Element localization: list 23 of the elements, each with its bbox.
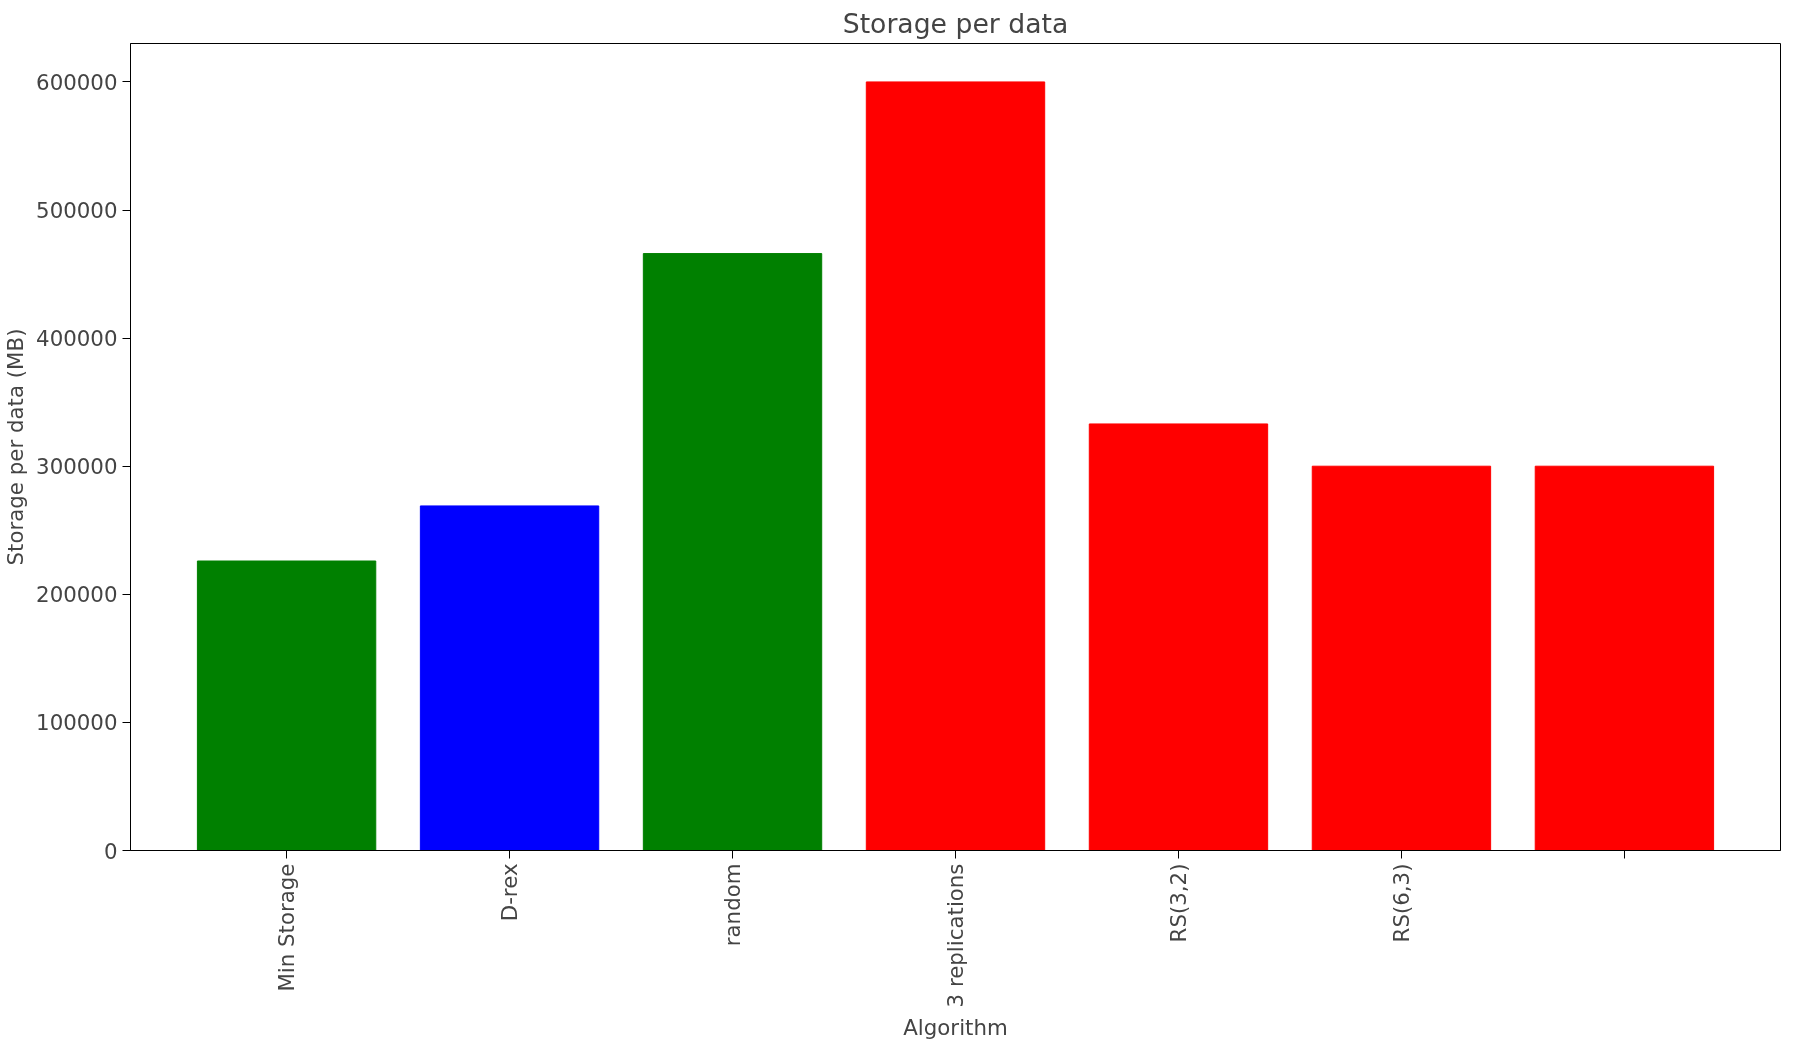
bar — [1088, 423, 1269, 851]
y-tick-label: 0 — [103, 838, 118, 864]
chart-title: Storage per data — [842, 7, 1069, 39]
bar — [419, 505, 600, 851]
x-tick-label: D-rex — [497, 863, 523, 922]
y-axis-title: Storage per data (MB) — [3, 328, 29, 566]
x-tick-label: Min Storage — [274, 863, 300, 992]
bar — [196, 560, 377, 851]
x-tick-label: random — [720, 863, 746, 947]
bar — [865, 81, 1046, 851]
y-tick-label: 600000 — [36, 69, 118, 95]
y-tick-label: 500000 — [36, 198, 118, 224]
y-tick-label: 400000 — [36, 326, 118, 352]
bar — [642, 253, 823, 851]
x-tick-label: RS(6,3) — [1388, 863, 1414, 943]
bar — [1534, 465, 1715, 851]
y-tick-label: 100000 — [36, 710, 118, 736]
x-tick-label: 3 replications — [943, 863, 968, 1008]
x-axis-title: Algorithm — [903, 1015, 1008, 1041]
y-tick-label: 300000 — [36, 454, 118, 480]
bar — [1311, 465, 1492, 851]
y-tick-label: 200000 — [36, 582, 118, 608]
x-tick-label: RS(3,2) — [1165, 863, 1191, 943]
